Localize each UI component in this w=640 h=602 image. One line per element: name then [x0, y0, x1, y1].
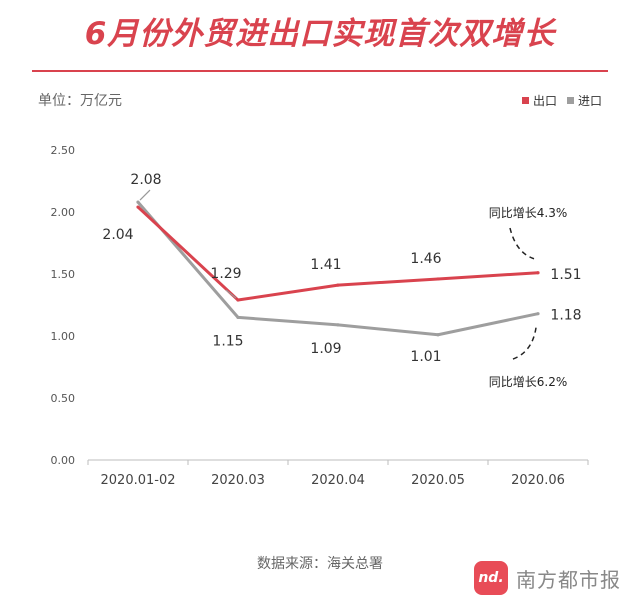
x-tick-label: 2020.04	[311, 473, 365, 488]
legend-label-import: 进口	[577, 94, 602, 108]
data-label-import: 1.01	[410, 349, 441, 365]
x-tick-label: 2020.01-02	[101, 473, 176, 488]
data-label-import: 1.09	[310, 341, 341, 357]
data-label-export: 1.51	[550, 267, 581, 283]
brand-name: 南方都市报	[516, 567, 621, 592]
data-label-export: 2.04	[102, 227, 133, 243]
data-point-export	[536, 271, 540, 275]
annotation-import-connector	[509, 327, 537, 361]
data-label-export: 1.29	[210, 266, 241, 282]
brand-logo: nd. 南方都市报	[474, 561, 621, 595]
y-tick-label: 1.50	[51, 268, 76, 281]
x-tick-label: 2020.03	[211, 473, 265, 488]
data-label-import: 2.08	[130, 172, 161, 188]
data-point-export	[336, 283, 340, 287]
data-point-import	[536, 312, 540, 316]
data-label-export: 1.41	[310, 257, 341, 273]
legend-swatch-import	[566, 97, 574, 104]
legend: 出口 进口	[512, 92, 602, 109]
y-tick-label: 1.00	[51, 330, 76, 343]
legend-item-export: 出口	[521, 92, 557, 109]
brand-icon: nd.	[474, 561, 508, 595]
x-tick-label: 2020.06	[511, 473, 565, 488]
data-point-export	[436, 277, 440, 281]
annotation-export-yoy: 同比增长4.3%	[489, 206, 568, 220]
source-note: 数据来源：海关总署	[257, 556, 383, 572]
legend-item-import: 进口	[566, 92, 602, 109]
y-tick-label: 0.00	[51, 454, 76, 467]
legend-swatch-export	[521, 97, 529, 104]
data-label-import: 1.18	[550, 308, 581, 324]
data-label-import: 1.15	[212, 333, 243, 349]
data-point-export	[236, 298, 240, 302]
chart-title: 6月份外贸进出口实现首次双增长	[84, 16, 556, 52]
title-divider	[32, 70, 608, 72]
x-tick-label: 2020.05	[411, 473, 465, 488]
y-tick-label: 2.50	[51, 144, 76, 157]
data-label-export: 1.46	[410, 251, 441, 267]
data-point-import	[336, 323, 340, 327]
data-point-import	[136, 200, 140, 204]
data-point-import	[436, 333, 440, 337]
data-point-import	[236, 315, 240, 319]
label-pointer	[225, 289, 237, 299]
y-tick-label: 2.00	[51, 206, 76, 219]
data-point-export	[136, 205, 140, 209]
annotation-import-yoy: 同比增长6.2%	[489, 375, 568, 389]
label-pointer	[139, 189, 151, 201]
y-tick-label: 0.50	[51, 392, 76, 405]
unit-label: 单位：万亿元	[38, 93, 122, 109]
legend-label-export: 出口	[532, 94, 557, 108]
annotation-export-connector	[509, 227, 535, 260]
